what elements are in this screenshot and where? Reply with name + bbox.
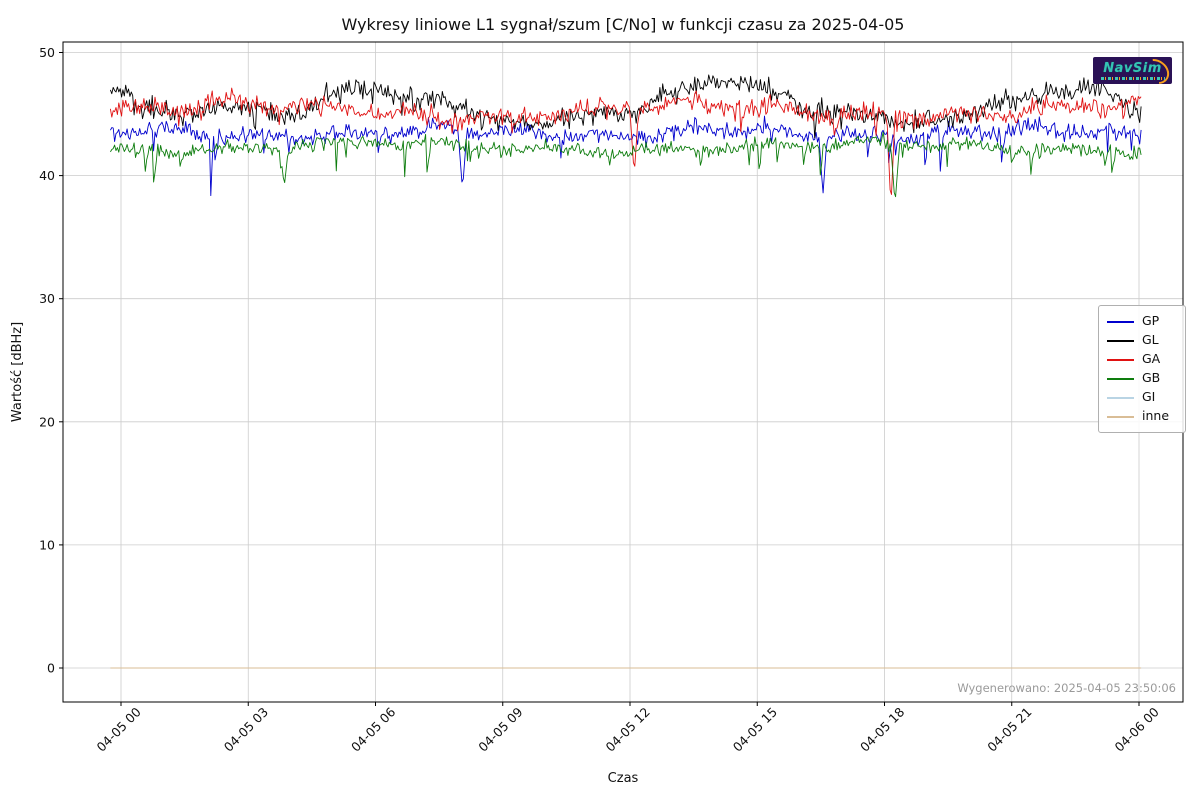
x-tick-label: 04-06 00 <box>1112 704 1162 754</box>
generated-timestamp: Wygenerowano: 2025-04-05 23:50:06 <box>957 681 1176 695</box>
legend-swatch-ga <box>1107 358 1134 361</box>
x-tick-label: 04-05 09 <box>475 704 525 754</box>
x-tick-label: 04-05 12 <box>603 704 653 754</box>
legend-item-gi: GI <box>1107 388 1177 407</box>
legend-label: GP <box>1142 313 1160 329</box>
navsim-logo: NavSim <box>1093 57 1172 84</box>
y-axis-label: Wartość [dBHz] <box>10 322 25 422</box>
x-tick-label: 04-05 00 <box>94 704 144 754</box>
legend-item-gp: GP <box>1107 312 1177 331</box>
logo-tagline-decoration <box>1100 76 1165 80</box>
legend-label: inne <box>1142 408 1170 424</box>
x-tick-label: 04-05 21 <box>984 704 1034 754</box>
y-tick-label: 20 <box>39 414 55 429</box>
series-line-gb <box>110 131 1142 198</box>
y-tick-label: 10 <box>39 537 55 552</box>
series-line-ga <box>109 87 1142 195</box>
legend-item-inne: inne <box>1107 407 1177 426</box>
chart-title: Wykresy liniowe L1 sygnał/szum [C/No] w … <box>342 15 905 34</box>
legend-label: GA <box>1142 351 1161 367</box>
series-line-gl <box>109 74 1142 139</box>
x-tick-label: 04-05 06 <box>348 704 398 754</box>
series-lines <box>109 74 1142 669</box>
x-axis-label: Czas <box>608 771 639 786</box>
y-tick-label: 40 <box>39 168 55 183</box>
legend-item-ga: GA <box>1107 350 1177 369</box>
y-tick-label: 0 <box>47 661 55 676</box>
y-tick-label: 50 <box>39 45 55 60</box>
axis-ticks: 04-05 00 04-05 03 04-05 06 04-05 09 04-05 12… <box>39 45 1162 755</box>
legend-swatch-gi <box>1107 396 1134 399</box>
x-tick-label: 04-05 03 <box>221 704 271 754</box>
legend-label: GI <box>1142 389 1156 405</box>
logo-text: NavSim <box>1103 60 1162 76</box>
gridlines <box>63 42 1183 702</box>
legend-swatch-gp <box>1107 320 1134 323</box>
legend-swatch-inne <box>1107 415 1134 418</box>
legend-label: GL <box>1142 332 1159 348</box>
legend-item-gl: GL <box>1107 331 1177 350</box>
plot-border <box>62 41 1184 703</box>
legend: GP GL GA GB GI inne <box>1098 305 1186 433</box>
legend-item-gb: GB <box>1107 369 1177 388</box>
x-tick-label: 04-05 15 <box>730 704 780 754</box>
y-tick-label: 30 <box>39 291 55 306</box>
x-tick-label: 04-05 18 <box>857 704 907 754</box>
series-line-gp <box>110 115 1142 197</box>
legend-label: GB <box>1142 370 1161 386</box>
legend-swatch-gb <box>1107 377 1134 380</box>
legend-swatch-gl <box>1107 339 1134 342</box>
